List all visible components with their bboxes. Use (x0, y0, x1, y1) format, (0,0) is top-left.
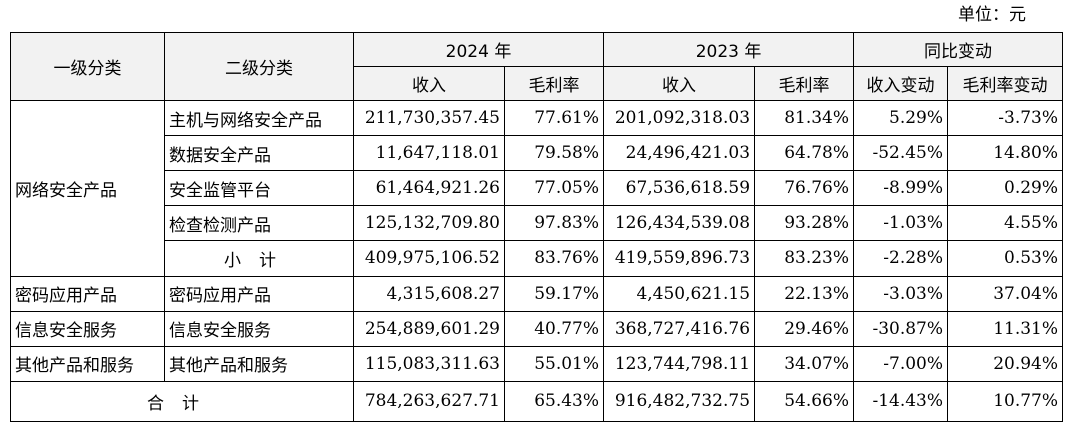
margin-change-cell: -3.73% (947, 99, 1064, 137)
margin-2024-cell: 77.05% (503, 170, 605, 207)
margin-2024-cell: 59.17% (503, 275, 605, 312)
subcategory-cell: 信息安全服务 (164, 310, 354, 347)
margin-2023-cell: 22.13% (754, 275, 855, 312)
unit-label: 单位：元 (958, 5, 1026, 25)
margin-2024-cell: 83.76% (503, 240, 605, 277)
table-row: 信息安全服务 信息安全服务 254,889,601.29 40.77% 368,… (10, 310, 1064, 347)
revenue-change-cell: -52.45% (853, 135, 949, 172)
margin-change-cell: 14.80% (947, 135, 1064, 172)
revenue-2023-cell: 126,434,539.08 (603, 205, 756, 242)
header-yoy: 同比变动 (853, 32, 1064, 67)
subcategory-cell: 检查检测产品 (164, 205, 354, 242)
revenue-change-cell: -2.28% (853, 240, 949, 277)
margin-2024-cell: 79.58% (503, 135, 605, 172)
header-margin-change: 毛利率变动 (947, 66, 1064, 101)
header-revenue-change: 收入变动 (853, 66, 949, 101)
revenue-2023-cell: 368,727,416.76 (603, 310, 756, 347)
revenue-2024-cell: 115,083,311.63 (353, 345, 505, 382)
margin-change-cell: 20.94% (947, 345, 1064, 382)
margin-2023-cell: 64.78% (754, 135, 855, 172)
revenue-2024-cell: 254,889,601.29 (353, 310, 505, 347)
header-revenue-2023: 收入 (603, 66, 756, 101)
margin-2024-cell: 77.61% (503, 99, 605, 137)
table-row: 检查检测产品 125,132,709.80 97.83% 126,434,539… (11, 205, 1064, 242)
revenue-margin-table: 一级分类 二级分类 2024 年 2023 年 同比变动 收入 毛利率 收入 毛… (10, 32, 1064, 423)
category-cell: 其他产品和服务 (10, 345, 165, 382)
revenue-2023-cell: 201,092,318.03 (603, 99, 756, 137)
revenue-2024-cell: 211,730,357.45 (353, 99, 505, 137)
revenue-2024-cell: 125,132,709.80 (353, 205, 505, 242)
table-row: 安全监管平台 61,464,921.26 77.05% 67,536,618.5… (11, 170, 1064, 207)
margin-2024-cell: 55.01% (503, 345, 605, 382)
header-year-2024: 2024 年 (352, 32, 605, 67)
header-margin-2023: 毛利率 (754, 66, 855, 101)
margin-2023-cell: 81.34% (754, 99, 855, 137)
header-row-1: 一级分类 二级分类 2024 年 2023 年 同比变动 (10, 32, 1064, 101)
margin-2023-cell: 93.28% (754, 205, 855, 242)
margin-change-cell: 37.04% (947, 275, 1064, 312)
table-row: 数据安全产品 11,647,118.01 79.58% 24,496,421.0… (11, 135, 1064, 172)
margin-change-cell: 0.29% (947, 170, 1064, 207)
revenue-2023-cell: 67,536,618.59 (603, 170, 756, 207)
revenue-2024-cell: 784,263,627.71 (353, 380, 505, 423)
revenue-2023-cell: 123,744,798.11 (603, 345, 756, 382)
subcategory-cell: 密码应用产品 (164, 275, 354, 312)
table-row: 其他产品和服务 其他产品和服务 115,083,311.63 55.01% 12… (10, 345, 1064, 382)
revenue-2024-cell: 409,975,106.52 (353, 240, 505, 277)
revenue-2024-cell: 4,315,608.27 (353, 275, 505, 312)
revenue-change-cell: -30.87% (853, 310, 949, 347)
subcategory-cell: 数据安全产品 (164, 135, 354, 172)
margin-change-cell: 10.77% (947, 380, 1064, 423)
header-row-2: 收入 毛利率 收入 毛利率 收入变动 毛利率变动 (11, 66, 1064, 101)
margin-2023-cell: 54.66% (754, 380, 855, 423)
revenue-change-cell: -8.99% (853, 170, 949, 207)
revenue-change-cell: 5.29% (853, 99, 949, 137)
revenue-2023-cell: 24,496,421.03 (603, 135, 756, 172)
revenue-change-cell: -3.03% (853, 275, 949, 312)
revenue-change-cell: -1.03% (853, 205, 949, 242)
category-cell: 密码应用产品 (10, 275, 165, 312)
subtotal-row: 小计 409,975,106.52 83.76% 419,559,896.73 … (11, 240, 1064, 277)
subcategory-cell: 其他产品和服务 (164, 345, 354, 382)
total-label: 合计 (10, 380, 354, 423)
revenue-2023-cell: 916,482,732.75 (603, 380, 756, 423)
revenue-change-cell: -14.43% (853, 380, 949, 423)
header-year-2023: 2023 年 (603, 32, 855, 67)
category-cell: 网络安全产品 (10, 100, 165, 277)
revenue-2023-cell: 419,559,896.73 (603, 240, 756, 277)
margin-2024-cell: 65.43% (503, 380, 605, 423)
subtotal-label: 小计 (164, 240, 354, 277)
total-row: 合计 784,263,627.71 65.43% 916,482,732.75 … (10, 380, 1064, 423)
margin-change-cell: 0.53% (947, 240, 1064, 277)
header-revenue-2024: 收入 (353, 66, 505, 101)
margin-2023-cell: 34.07% (754, 345, 855, 382)
subcategory-cell: 主机与网络安全产品 (164, 99, 354, 137)
header-level2: 二级分类 (164, 32, 354, 101)
margin-2024-cell: 40.77% (503, 310, 605, 347)
margin-2023-cell: 83.23% (754, 240, 855, 277)
margin-2023-cell: 29.46% (754, 310, 855, 347)
revenue-2023-cell: 4,450,621.15 (603, 275, 756, 312)
margin-change-cell: 4.55% (947, 205, 1064, 242)
table-row: 密码应用产品 密码应用产品 4,315,608.27 59.17% 4,450,… (10, 275, 1064, 312)
margin-2023-cell: 76.76% (754, 170, 855, 207)
subcategory-cell: 安全监管平台 (164, 170, 354, 207)
category-cell: 信息安全服务 (10, 310, 165, 347)
table-row: 网络安全产品 主机与网络安全产品 211,730,357.45 77.61% 2… (10, 99, 1064, 277)
revenue-2024-cell: 61,464,921.26 (353, 170, 505, 207)
revenue-change-cell: -7.00% (853, 345, 949, 382)
header-level1: 一级分类 (10, 32, 165, 101)
revenue-2024-cell: 11,647,118.01 (353, 135, 505, 172)
header-margin-2024: 毛利率 (503, 66, 605, 101)
margin-2024-cell: 97.83% (503, 205, 605, 242)
margin-change-cell: 11.31% (947, 310, 1064, 347)
